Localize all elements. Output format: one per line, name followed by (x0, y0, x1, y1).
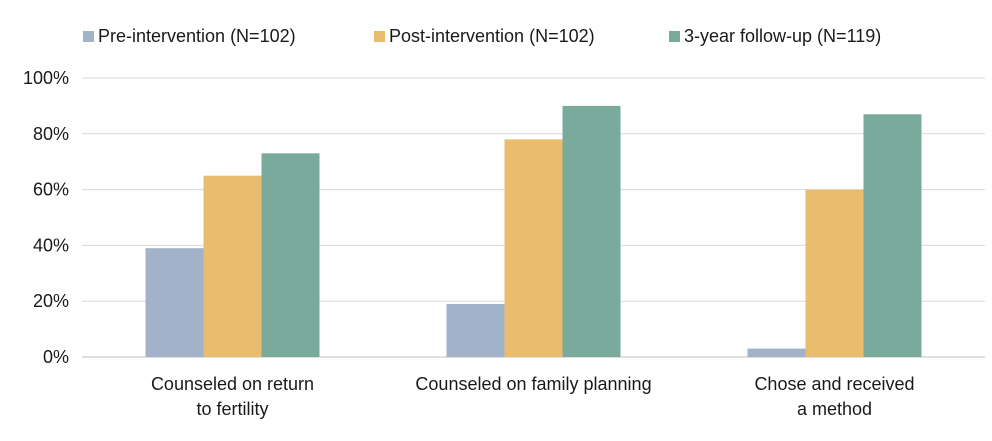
bars (145, 105, 922, 358)
y-tick-label: 80% (33, 124, 69, 144)
bar (805, 189, 864, 357)
y-tick-label: 60% (33, 180, 69, 200)
legend-item: Post-intervention (N=102) (374, 26, 595, 46)
bar (504, 139, 563, 357)
bar (261, 153, 320, 357)
y-tick-label: 20% (33, 291, 69, 311)
x-tick-label: Chose and received (754, 374, 914, 394)
bar (203, 175, 262, 357)
x-category-label: Counseled on return to fertility (151, 374, 314, 419)
legend-label: Post-intervention (N=102) (389, 26, 595, 46)
legend-label: Pre-intervention (N=102) (98, 26, 296, 46)
x-category-label: Chose and received a method (754, 374, 914, 419)
bar (562, 105, 621, 358)
legend-label: 3-year follow-up (N=119) (684, 26, 881, 46)
legend-swatch (669, 31, 680, 42)
x-category-label: Counseled on family planning (415, 374, 651, 394)
x-tick-label: to fertility (196, 399, 268, 419)
legend: Pre-intervention (N=102) Post-interventio… (83, 26, 881, 46)
x-tick-label: Counseled on family planning (415, 374, 651, 394)
bar (863, 114, 922, 358)
y-tick-label: 0% (43, 347, 69, 367)
y-axis: 0% 20% 40% 60% 80% 100% (23, 68, 69, 367)
legend-swatch (374, 31, 385, 42)
y-tick-label: 100% (23, 68, 69, 88)
bar (446, 303, 505, 357)
x-tick-label: Counseled on return (151, 374, 314, 394)
legend-item: Pre-intervention (N=102) (83, 26, 296, 46)
bar (747, 348, 806, 357)
x-tick-label: a method (797, 399, 872, 419)
legend-item: 3-year follow-up (N=119) (669, 26, 881, 46)
bar (145, 248, 204, 357)
legend-swatch (83, 31, 94, 42)
y-tick-label: 40% (33, 235, 69, 255)
